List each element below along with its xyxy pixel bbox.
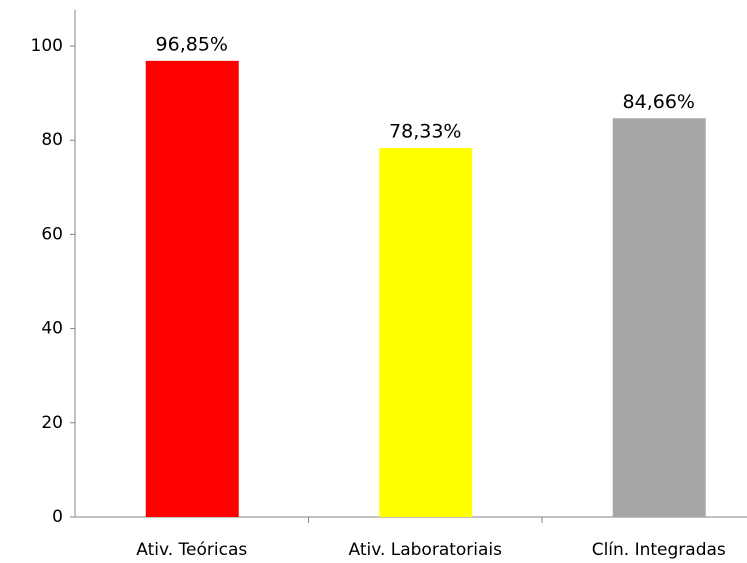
bar [145, 60, 239, 518]
x-tick-label: Clín. Integradas [592, 540, 726, 560]
data-label: 84,66% [623, 91, 695, 113]
y-tick-label: 80 [41, 130, 63, 150]
x-tick-label: Ativ. Teóricas [136, 540, 247, 560]
x-tick-label: Ativ. Laboratoriais [348, 540, 502, 560]
y-tick-label: 20 [41, 413, 63, 433]
y-tick-label: 0 [52, 507, 63, 527]
y-tick-label: 60 [41, 224, 63, 244]
data-label: 78,33% [389, 121, 461, 143]
y-tick-label: 40 [41, 319, 63, 339]
data-label: 96,85% [156, 33, 228, 55]
y-tick-label: 100 [31, 36, 63, 56]
bar [612, 118, 706, 517]
bar [379, 148, 473, 517]
